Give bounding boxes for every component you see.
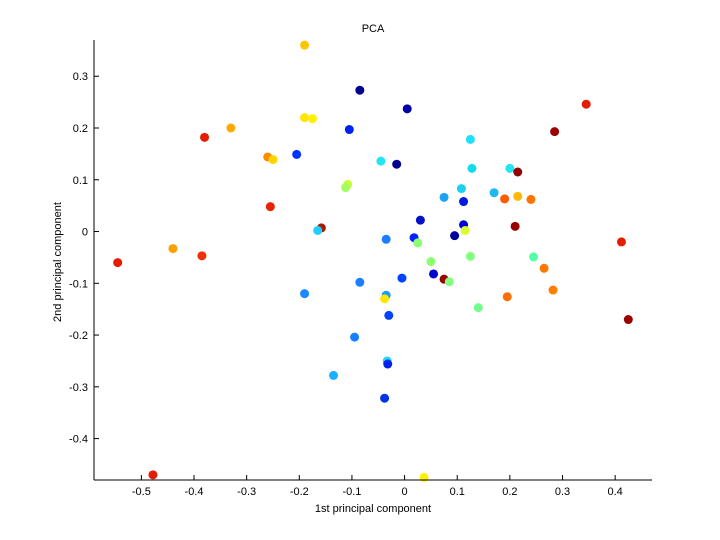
data-point	[313, 225, 323, 235]
data-point	[376, 156, 386, 166]
data-point	[419, 472, 429, 482]
data-point	[384, 310, 394, 320]
data-point	[513, 167, 523, 177]
x-tick-label: 0.3	[555, 486, 570, 498]
x-tick-label: 0.2	[502, 486, 517, 498]
y-tick-label: 0.2	[73, 123, 88, 135]
data-point	[426, 257, 436, 267]
x-axis-title: 1st principal component	[315, 503, 431, 515]
x-tick-label: -0.2	[290, 486, 309, 498]
data-point	[465, 251, 475, 261]
data-point	[456, 184, 466, 194]
data-point	[307, 114, 317, 124]
data-point	[300, 289, 310, 299]
data-point	[300, 113, 310, 123]
y-tick-label: 0	[82, 227, 88, 239]
data-point	[489, 188, 499, 198]
data-point	[450, 231, 460, 241]
data-point	[460, 225, 470, 235]
data-point	[467, 163, 477, 173]
data-point	[300, 40, 310, 50]
data-point	[526, 194, 536, 204]
x-tick-label: -0.5	[132, 486, 151, 498]
data-point	[350, 332, 360, 342]
y-tick-label: 0.3	[73, 71, 88, 83]
x-tick-label: -0.1	[342, 486, 361, 498]
data-point	[473, 303, 483, 313]
data-point	[444, 277, 454, 287]
data-point	[505, 163, 515, 173]
data-point	[148, 470, 158, 480]
y-tick-label: -0.1	[69, 278, 88, 290]
data-point	[581, 99, 591, 109]
data-point	[355, 85, 365, 95]
y-tick-label: 0.1	[73, 175, 88, 187]
data-point	[502, 292, 512, 302]
data-point	[113, 258, 123, 268]
data-point	[413, 238, 423, 248]
data-point	[539, 263, 549, 273]
data-point	[513, 191, 523, 201]
data-point	[397, 273, 407, 283]
data-point	[623, 315, 633, 325]
y-tick-label: -0.2	[69, 330, 88, 342]
y-tick-label: -0.3	[69, 382, 88, 394]
data-point	[402, 104, 412, 114]
data-point	[200, 132, 210, 142]
points-layer	[113, 40, 633, 482]
data-point	[226, 123, 236, 133]
data-point	[548, 285, 558, 295]
x-tick-label: 0	[402, 486, 408, 498]
data-point	[459, 197, 469, 207]
data-point	[292, 149, 302, 159]
x-tick-label: 0.1	[450, 486, 465, 498]
x-axis-ticks: -0.5 -0.4 -0.3 -0.2 -0.1 0 0.1 0.2 0.3 0.4	[132, 475, 623, 498]
data-point	[383, 359, 393, 369]
data-point	[465, 134, 475, 144]
y-tick-label: -0.4	[69, 434, 88, 446]
data-point	[329, 370, 339, 380]
data-point	[529, 252, 539, 262]
data-point	[168, 244, 178, 254]
data-point	[381, 234, 391, 244]
data-point	[197, 251, 207, 261]
x-tick-label: -0.3	[237, 486, 256, 498]
data-point	[380, 294, 390, 304]
x-tick-label: 0.4	[608, 486, 623, 498]
y-axis-title: 2nd principal component	[52, 202, 64, 322]
data-point	[616, 237, 626, 247]
data-point	[550, 127, 560, 137]
data-point	[344, 125, 354, 135]
data-point	[380, 393, 390, 403]
chart-title: PCA	[362, 23, 385, 35]
data-point	[500, 194, 510, 204]
data-point	[510, 221, 520, 231]
data-point	[268, 155, 278, 165]
data-point	[429, 269, 439, 279]
data-point	[265, 202, 275, 212]
x-tick-label: -0.4	[185, 486, 204, 498]
data-point	[392, 159, 402, 169]
data-point	[341, 183, 351, 193]
y-axis-ticks: -0.4 -0.3 -0.2 -0.1 0 0.1 0.2 0.3	[69, 71, 99, 446]
data-point	[439, 192, 449, 202]
data-point	[415, 215, 425, 225]
data-point	[355, 277, 365, 287]
